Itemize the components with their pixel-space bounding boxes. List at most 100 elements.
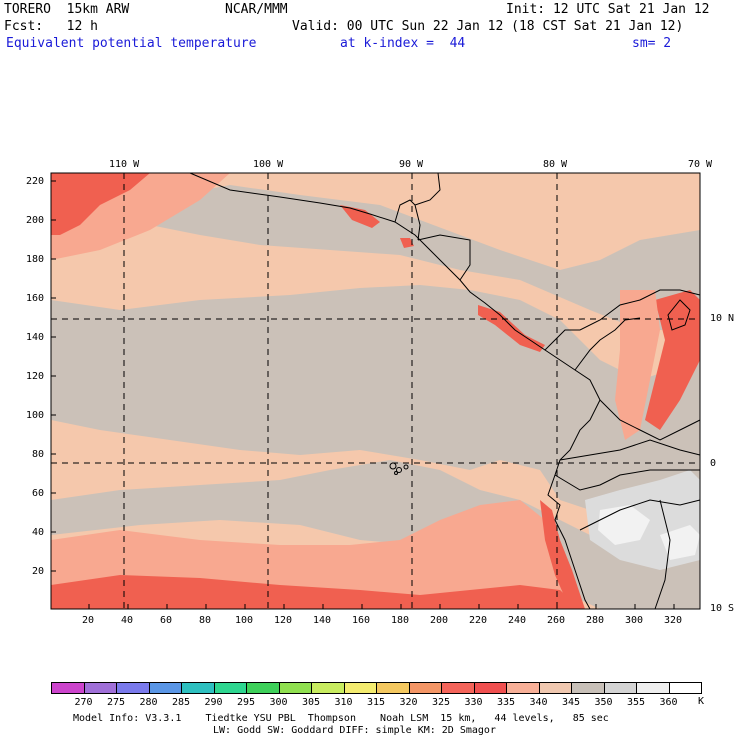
legend-level-label: 350 [594, 697, 613, 708]
smoothing-label: sm= 2 [632, 36, 672, 51]
legend-swatch [441, 682, 475, 694]
legend-unit: K [698, 696, 705, 707]
legend-level-label: 275 [107, 697, 126, 708]
x-tick-label: 260 [547, 615, 566, 626]
legend-swatch [408, 682, 442, 694]
legend-level-label: 330 [464, 697, 483, 708]
legend-level-label: 270 [74, 697, 93, 708]
legend-swatch [213, 682, 247, 694]
model-name: TORERO 15km ARW [4, 2, 130, 17]
legend-swatch [278, 682, 312, 694]
valid-time: Valid: 00 UTC Sun 22 Jan 12 (18 CST Sat … [292, 19, 684, 34]
legend-level-label: 360 [659, 697, 678, 708]
legend-swatch [571, 682, 605, 694]
level-label: at k-index = 44 [340, 36, 466, 51]
y-tick-label: 140 [26, 332, 45, 343]
lon-label: 110 W [109, 159, 140, 170]
legend-swatch [603, 682, 637, 694]
x-tick-label: 280 [586, 615, 605, 626]
y-tick-label: 180 [26, 254, 45, 265]
model-info: Model Info: V3.3.1 Tiedtke YSU PBL Thomp… [73, 713, 609, 724]
theta-e-red-south [51, 575, 580, 609]
legend-swatch [376, 682, 410, 694]
legend-swatch [473, 682, 507, 694]
legend-level-label: 325 [432, 697, 451, 708]
theta-e-salmon-east [615, 290, 660, 440]
y-tick-label: 40 [32, 527, 45, 538]
theta-e-red-honduras [400, 238, 414, 248]
legend-swatch [311, 682, 345, 694]
init-time: Init: 12 UTC Sat 21 Jan 12 [506, 2, 710, 17]
y-tick-label: 160 [26, 293, 45, 304]
legend-level-label: 300 [269, 697, 288, 708]
x-tick-label: 320 [664, 615, 683, 626]
theta-e-red-coast [540, 500, 585, 609]
physics-info: LW: Godd SW: Goddard DIFF: simple KM: 2D… [213, 725, 496, 736]
legend-swatch [148, 682, 182, 694]
legend-level-label: 340 [529, 697, 548, 708]
legend-swatch [246, 682, 280, 694]
legend-level-label: 335 [497, 697, 516, 708]
legend-swatch [668, 682, 702, 694]
legend-swatch [636, 682, 670, 694]
legend-level-label: 355 [627, 697, 646, 708]
theta-e-white-patch-2 [660, 525, 700, 560]
legend-swatch [51, 682, 85, 694]
legend-level-label: 305 [302, 697, 321, 708]
legend-swatch [116, 682, 150, 694]
x-tick-label: 200 [430, 615, 449, 626]
legend-level-label: 290 [204, 697, 223, 708]
theta-e-grey-north [150, 185, 700, 330]
y-tick-label: 20 [32, 566, 45, 577]
lon-label: 70 W [688, 159, 713, 170]
legend-level-label: 310 [334, 697, 353, 708]
theta-e-red-east [645, 290, 700, 430]
x-tick-label: 20 [82, 615, 95, 626]
plot-frame [50, 172, 701, 610]
axis-ticks [51, 180, 675, 609]
center-name: NCAR/MMM [225, 2, 288, 17]
legend-swatch [83, 682, 117, 694]
x-tick-label: 140 [313, 615, 332, 626]
y-tick-label: 60 [32, 488, 45, 499]
legend-level-label: 345 [562, 697, 581, 708]
theta-e-red-northwest [51, 173, 150, 235]
forecast-hour: Fcst: 12 h [4, 19, 98, 34]
y-tick-label: 220 [26, 176, 45, 187]
lat-label: 0 [710, 458, 717, 469]
x-tick-label: 300 [625, 615, 644, 626]
legend-level-label: 295 [237, 697, 256, 708]
legend-level-label: 280 [139, 697, 158, 708]
coastlines [189, 172, 701, 610]
x-tick-label: 160 [352, 615, 371, 626]
legend-swatch [506, 682, 540, 694]
lat-label: 10 S [710, 603, 735, 614]
y-tick-label: 100 [26, 410, 45, 421]
x-tick-label: 120 [274, 615, 293, 626]
y-tick-label: 200 [26, 215, 45, 226]
lat-label: 10 N [710, 313, 735, 324]
theta-e-red-guatemala [340, 205, 380, 228]
legend-level-label: 285 [172, 697, 191, 708]
x-tick-label: 180 [391, 615, 410, 626]
lon-label: 100 W [253, 159, 284, 170]
lon-label: 80 W [543, 159, 568, 170]
y-tick-label: 80 [32, 449, 45, 460]
y-tick-label: 120 [26, 371, 45, 382]
legend-level-label: 320 [399, 697, 418, 708]
legend-swatch [181, 682, 215, 694]
x-tick-label: 240 [508, 615, 527, 626]
x-tick-label: 60 [160, 615, 173, 626]
x-tick-label: 80 [199, 615, 212, 626]
graticule [51, 173, 700, 609]
x-tick-label: 40 [121, 615, 134, 626]
legend-swatch [538, 682, 572, 694]
lon-label: 90 W [399, 159, 424, 170]
legend-swatch [343, 682, 377, 694]
legend-level-label: 315 [367, 697, 386, 708]
x-tick-label: 100 [235, 615, 254, 626]
theta-e-red-costa-rica [478, 305, 545, 352]
x-tick-label: 220 [469, 615, 488, 626]
field-name: Equivalent potential temperature [6, 36, 257, 51]
